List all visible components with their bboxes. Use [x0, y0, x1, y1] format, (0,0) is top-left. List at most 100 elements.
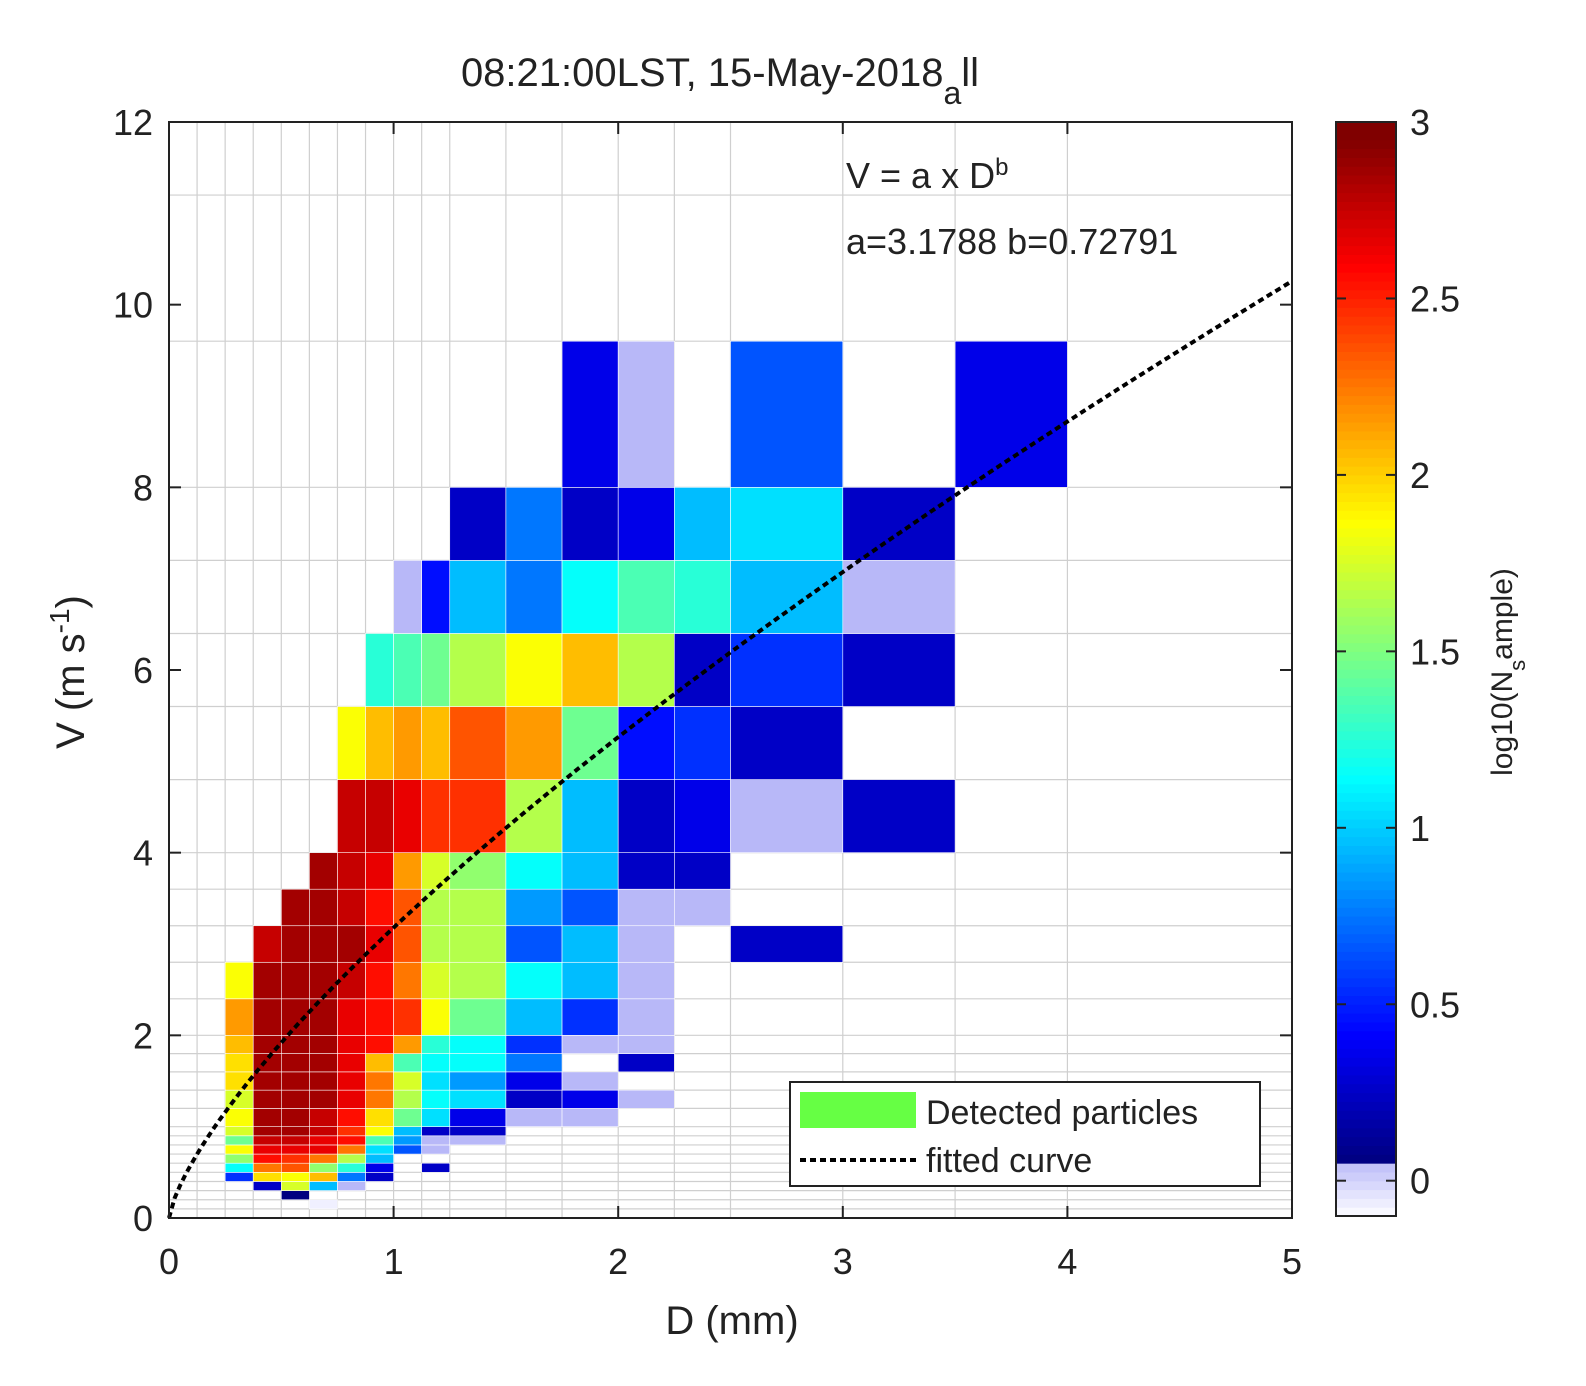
chart-title: 08:21:00LST, 15-May-2018all — [461, 51, 979, 111]
colorbar-segment — [1336, 324, 1396, 335]
x-tick-label: 3 — [833, 1241, 853, 1282]
colorbar-segment — [1336, 571, 1396, 582]
fit-formula: V = a x D — [846, 155, 995, 196]
colorbar-segment — [1336, 1180, 1396, 1191]
heatmap-cell — [309, 1108, 338, 1127]
heatmap-cell — [505, 487, 563, 561]
heatmap-cell — [449, 1135, 507, 1146]
title-text: 08:21:00LST, 15-May-2018 — [461, 51, 944, 95]
heatmap-cell — [449, 1126, 507, 1137]
colorbar-segment — [1336, 607, 1396, 617]
colorbar-segment — [1336, 730, 1396, 741]
y-tick-label: 8 — [133, 467, 153, 508]
heatmap-cell — [337, 925, 366, 963]
colorbar-segment — [1336, 766, 1396, 776]
heatmap-cell — [842, 487, 956, 561]
colorbar-segment — [1336, 1021, 1396, 1032]
heatmap-cell — [337, 706, 366, 780]
heatmap-cells — [224, 340, 1068, 1210]
y-tick-label: 12 — [113, 102, 153, 143]
heatmap-cell — [224, 1108, 254, 1127]
colorbar-segment — [1336, 298, 1396, 308]
heatmap-cell — [365, 1108, 394, 1127]
heatmap-cell — [337, 1053, 366, 1073]
colorbar-segment — [1336, 960, 1396, 970]
colorbar-segment — [1336, 1013, 1396, 1023]
heatmap-cell — [421, 852, 451, 890]
heatmap-cell — [393, 852, 422, 890]
heatmap-cell — [309, 1126, 338, 1137]
colorbar-segment — [1336, 686, 1396, 697]
heatmap-cell — [617, 340, 675, 488]
heatmap-cell — [309, 1153, 338, 1164]
colorbar-segment — [1336, 271, 1396, 282]
heatmap-cell — [252, 1144, 282, 1155]
colorbar-segment — [1336, 1101, 1396, 1111]
colorbar-segment — [1336, 757, 1396, 767]
colorbar-segment — [1336, 122, 1396, 132]
heatmap-cell — [674, 560, 731, 634]
heatmap-cell — [252, 1172, 282, 1182]
heatmap-cell — [617, 1053, 675, 1073]
y-axis-label-text: V (m s — [49, 633, 93, 749]
heatmap-cell — [421, 1071, 451, 1091]
heatmap-cell — [505, 633, 563, 707]
heatmap-cell — [421, 779, 451, 853]
heatmap-cell — [617, 998, 675, 1036]
colorbar-segment — [1336, 845, 1396, 855]
colorbar-segment — [1336, 916, 1396, 926]
colorbar-segment — [1336, 501, 1396, 511]
heatmap-cell — [337, 1089, 366, 1109]
fit-equation: V = a x Db — [846, 154, 1008, 197]
heatmap-cell — [252, 1071, 282, 1091]
colorbar-segment — [1336, 748, 1396, 758]
colorbar-segment — [1336, 1207, 1396, 1217]
colorbar-segment — [1336, 660, 1396, 670]
heatmap-cell — [617, 633, 675, 707]
heatmap-cell — [505, 961, 563, 1000]
colorbar-segment — [1336, 721, 1396, 732]
heatmap-cell — [252, 1126, 282, 1137]
colorbar-segment — [1336, 924, 1396, 935]
colorbar-tick-label: 1.5 — [1410, 631, 1460, 672]
colorbar-segment — [1336, 1083, 1396, 1094]
colorbar-ticks: 0 0.5 1 1.5 2 2.5 3 — [1336, 102, 1460, 1202]
heatmap-cell — [337, 1144, 366, 1155]
colorbar-segment — [1336, 739, 1396, 750]
colorbar-segment — [1336, 642, 1396, 652]
heatmap-cell — [505, 1071, 563, 1091]
x-axis-label: D (mm) — [665, 1299, 798, 1343]
heatmap-cell — [449, 633, 507, 707]
colorbar-label-text: log10(N — [1486, 671, 1519, 776]
heatmap-cell — [280, 1162, 310, 1173]
legend-swatch-detected — [800, 1092, 916, 1128]
heatmap-cell — [309, 852, 338, 890]
heatmap-cell — [337, 852, 366, 890]
heatmap-cell — [505, 925, 563, 963]
colorbar-segment — [1336, 545, 1396, 555]
y-tick-label: 6 — [133, 650, 153, 691]
heatmap-cell — [252, 1089, 282, 1109]
heatmap-cell — [393, 925, 422, 963]
heatmap-cell — [365, 1153, 394, 1164]
heatmap-cell — [561, 888, 619, 927]
heatmap-cell — [505, 706, 563, 780]
colorbar-segment — [1336, 1118, 1396, 1129]
heatmap-cell — [617, 961, 675, 1000]
heatmap-cell — [280, 1053, 310, 1073]
legend-label-fit: fitted curve — [926, 1142, 1092, 1180]
heatmap-cell — [674, 706, 731, 780]
heatmap-cell — [393, 1053, 422, 1073]
fit-parameters: a=3.1788 b=0.72791 — [846, 221, 1178, 262]
y-axis-label-exponent: -1 — [44, 608, 75, 633]
heatmap-cell — [337, 1135, 366, 1146]
heatmap-cell — [224, 998, 254, 1036]
heatmap-cell — [393, 998, 422, 1036]
heatmap-cell — [421, 1108, 451, 1127]
heatmap-cell — [393, 706, 422, 780]
heatmap-cell — [280, 888, 310, 927]
heatmap-cell — [393, 1126, 422, 1137]
colorbar-tick-label: 2.5 — [1410, 278, 1460, 319]
heatmap-cell — [674, 852, 731, 890]
colorbar-segment — [1336, 898, 1396, 908]
